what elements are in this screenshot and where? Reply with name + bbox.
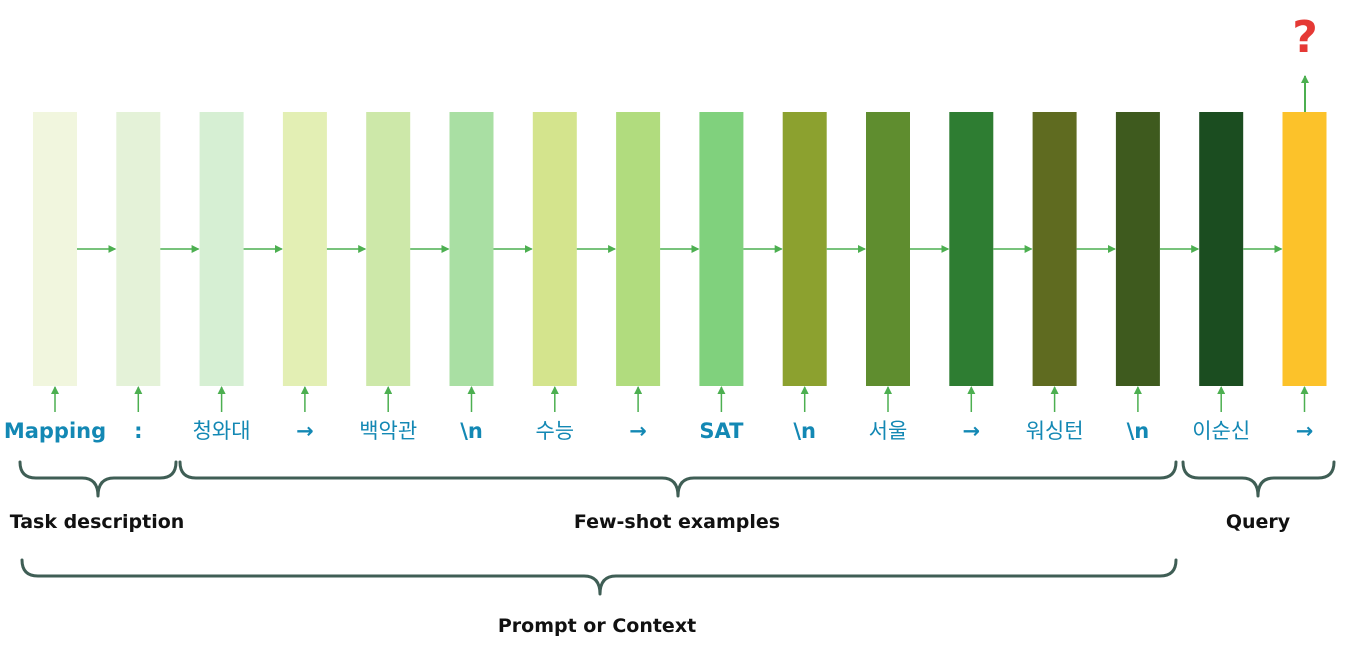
token-bar (949, 112, 994, 386)
token-label: 수능 (535, 419, 574, 443)
token-bar (449, 112, 494, 386)
token-label: 백악관 (359, 419, 417, 443)
token-bar (1199, 112, 1244, 386)
brackets (18, 460, 1336, 596)
few-shot-bracket (178, 460, 1178, 498)
group-labels: Task description Few-shot examples Query… (10, 511, 1291, 637)
few-shot-examples-label: Few-shot examples (574, 511, 780, 533)
query-bracket (1181, 460, 1336, 498)
token-bar (532, 112, 577, 386)
token-label: → (962, 419, 980, 443)
token-label: SAT (699, 419, 744, 443)
token-bar (1115, 112, 1160, 386)
token-bar (616, 112, 661, 386)
prompt-or-context-label: Prompt or Context (498, 615, 696, 637)
task-description-label: Task description (10, 511, 185, 533)
token-labels: Mapping: 청와대 → 백악관 \n 수능 → SAT \n 서울 → 워싱턴 \n 이순신 → (4, 419, 1313, 443)
token-label: → (1296, 419, 1314, 443)
question-mark: ? (1292, 12, 1318, 63)
query-label: Query (1226, 511, 1291, 533)
prompt-bracket (20, 558, 1178, 596)
vertical-connectors (51, 386, 1309, 412)
token-label: \n (1127, 419, 1150, 443)
token-bar (782, 112, 827, 386)
output-marker: ? (1292, 12, 1318, 112)
token-bar (866, 112, 910, 386)
token-label: → (629, 419, 647, 443)
token-bar (366, 112, 411, 386)
token-label: Mapping (4, 419, 106, 443)
token-bars (33, 112, 1327, 386)
token-bar (282, 112, 327, 386)
token-bar (199, 112, 244, 386)
token-label: 워싱턴 (1026, 419, 1084, 443)
token-label: 청와대 (193, 419, 251, 443)
token-label: : (134, 419, 142, 443)
task-description-bracket (18, 460, 178, 498)
token-bar (1282, 112, 1327, 386)
token-label: 이순신 (1192, 419, 1250, 443)
token-bar (116, 112, 161, 386)
token-bar (699, 112, 744, 386)
token-bar (1032, 112, 1077, 386)
token-label: 서울 (869, 419, 908, 443)
token-bar (33, 112, 77, 386)
token-label: \n (460, 419, 483, 443)
token-label: \n (793, 419, 816, 443)
token-label: → (296, 419, 314, 443)
